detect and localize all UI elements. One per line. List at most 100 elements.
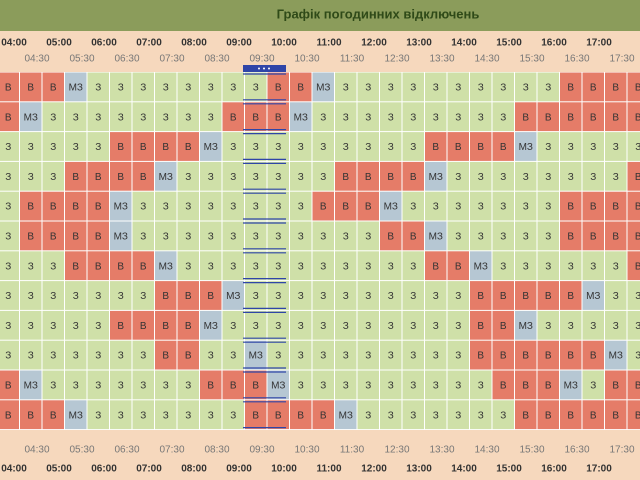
cell-label: З (230, 142, 236, 153)
cell-label: З (523, 261, 529, 272)
cell (87, 72, 109, 102)
cell-label: В (117, 172, 124, 183)
cell (515, 102, 537, 132)
cell-label: З (523, 172, 529, 183)
cell-label: В (117, 142, 124, 153)
hour-label: 13:00 (406, 464, 432, 475)
cell-label: З (50, 291, 56, 302)
cell-label: З (208, 172, 214, 183)
cell (312, 340, 334, 370)
cell (65, 310, 87, 340)
cell (245, 221, 267, 251)
cell (20, 251, 42, 281)
cell-label: З (343, 291, 349, 302)
cell (65, 161, 87, 191)
cell-label: В (410, 172, 417, 183)
cell-label: З (433, 410, 439, 421)
cell-label: З (253, 172, 259, 183)
cell (42, 370, 64, 400)
cell (132, 370, 154, 400)
cell (290, 370, 312, 400)
cell-label: В (500, 351, 507, 362)
cell-label: З (388, 83, 394, 94)
cell-label: В (50, 410, 57, 421)
cell-label: В (27, 202, 34, 213)
cell (537, 251, 559, 281)
cell (335, 72, 357, 102)
cell-label: З (118, 410, 124, 421)
cell-label: В (635, 232, 640, 243)
cell-label: В (95, 232, 102, 243)
cell (155, 251, 177, 281)
cell-label: З (253, 232, 259, 243)
cell-label: В (522, 112, 529, 123)
cell-label: З (298, 172, 304, 183)
cell (290, 191, 312, 221)
cell (492, 102, 514, 132)
cell-label: З (118, 83, 124, 94)
cell-label: В (590, 83, 597, 94)
cell-label: З (433, 112, 439, 123)
cell-label: З (455, 381, 461, 392)
cell (0, 370, 19, 400)
cell (357, 161, 379, 191)
cell (537, 132, 559, 161)
half-hour-label: 06:30 (114, 54, 139, 65)
cell-label: В (455, 261, 462, 272)
cell (515, 251, 537, 281)
half-hour-label: 10:30 (294, 54, 319, 65)
cell-label: В (612, 381, 619, 392)
cell (222, 132, 244, 161)
cell-label: З (298, 261, 304, 272)
cell-label: З (298, 142, 304, 153)
cell-label: МЗ (316, 83, 330, 94)
cell-label: В (567, 410, 574, 421)
cell-label: В (432, 142, 439, 153)
cell (132, 251, 154, 281)
cell-label: З (365, 83, 371, 94)
cell (335, 340, 357, 370)
cell-label: З (410, 381, 416, 392)
cell (627, 370, 640, 400)
cell-label: З (433, 291, 439, 302)
cell-label: З (500, 261, 506, 272)
cell-label: З (185, 381, 191, 392)
cell (155, 340, 177, 370)
cell-label: МЗ (24, 112, 38, 123)
cell-label: З (455, 291, 461, 302)
cell-label: В (185, 291, 192, 302)
cell-label: В (117, 321, 124, 332)
cell-label: З (298, 351, 304, 362)
hour-label: 14:00 (451, 38, 477, 49)
cell (335, 132, 357, 161)
cell-label: МЗ (429, 172, 443, 183)
cell (132, 191, 154, 221)
cell (155, 191, 177, 221)
cell (267, 310, 289, 340)
cell-label: В (500, 291, 507, 302)
cell-label: В (275, 112, 282, 123)
cell (200, 72, 222, 102)
cell-label: В (5, 112, 12, 123)
cell (177, 251, 199, 281)
cell-label: З (73, 112, 79, 123)
cell (447, 221, 469, 251)
cell-label: В (252, 381, 259, 392)
cell (267, 102, 289, 132)
cell (470, 370, 492, 400)
cell (267, 400, 289, 430)
cell-label: З (523, 202, 529, 213)
cell (470, 132, 492, 161)
cell (222, 370, 244, 400)
cell-label: В (567, 232, 574, 243)
cell (132, 132, 154, 161)
cell-label: З (635, 321, 640, 332)
cell-label: З (545, 202, 551, 213)
cell (582, 191, 604, 221)
hour-label: 07:00 (136, 38, 162, 49)
cell-label: В (297, 83, 304, 94)
cell-label: В (320, 410, 327, 421)
cell (447, 340, 469, 370)
cell (605, 161, 627, 191)
cell (65, 340, 87, 370)
